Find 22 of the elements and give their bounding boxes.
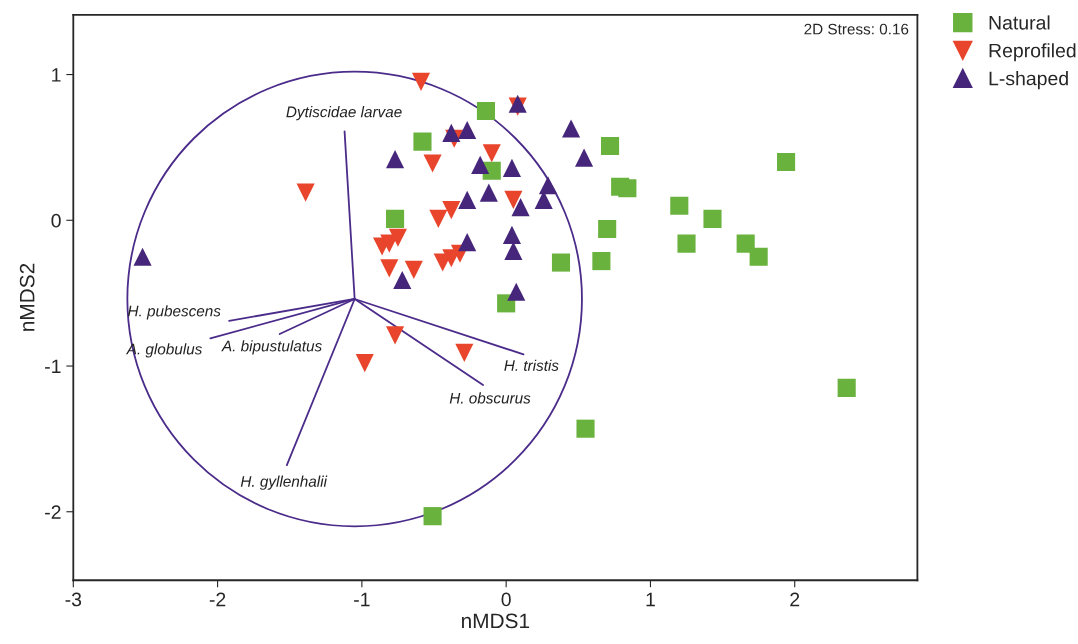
- legend-label: Natural: [989, 15, 1050, 30]
- x-tick-label: -1: [354, 592, 370, 607]
- annotation: 2D Stress: 0.16: [804, 23, 909, 35]
- series-label: H. tristis: [504, 359, 559, 371]
- legend-label: L-shaped: [989, 71, 1068, 90]
- y-tick-label: 1: [52, 68, 61, 82]
- x-tick-label: 0: [501, 592, 511, 607]
- y-axis-title: nMDS2: [19, 263, 35, 331]
- y-tick-label: -2: [45, 505, 61, 519]
- series-label: A. bipustulatus: [221, 340, 322, 355]
- x-tick-label: 1: [646, 592, 655, 607]
- series-label: H. pubescens: [127, 305, 221, 320]
- x-tick-label: -2: [209, 592, 226, 607]
- x-tick-label: -3: [65, 592, 82, 607]
- x-axis-title: nMDS1: [461, 613, 530, 629]
- series-label: H. obscurus: [449, 392, 531, 404]
- y-tick-label: 0: [51, 213, 61, 228]
- series-label: H. gyllenhalii: [240, 475, 328, 490]
- x-tick-label: 2: [790, 592, 800, 607]
- series-label: Dytiscidae larvae: [286, 106, 402, 121]
- y-tick-label: -1: [45, 359, 61, 374]
- legend-label: Reprofiled: [989, 43, 1076, 62]
